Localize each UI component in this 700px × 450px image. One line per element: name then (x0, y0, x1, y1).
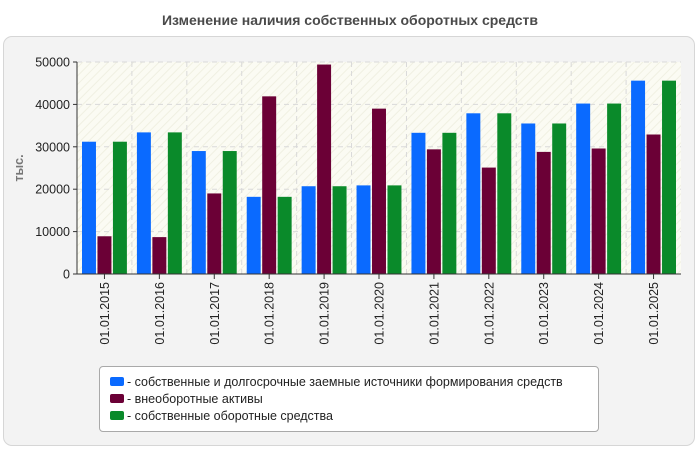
bar (552, 123, 567, 274)
bar (387, 185, 402, 274)
bar (246, 196, 261, 274)
bar (97, 236, 112, 274)
bars (82, 64, 676, 275)
legend-swatch (110, 377, 124, 386)
bar (576, 103, 591, 274)
bar (466, 113, 481, 274)
chart-title: Изменение наличия собственных оборотных … (161, 12, 539, 28)
bar (631, 80, 646, 274)
bar (207, 193, 222, 274)
x-tick-label: 01.01.2023 (537, 282, 551, 345)
y-tick-labels: 0 10000 20000 30000 40000 50000 (35, 56, 70, 282)
bar (662, 80, 676, 274)
bar (607, 103, 622, 274)
bar (426, 149, 441, 274)
bar (262, 96, 277, 275)
y-tick-label: 40000 (35, 98, 70, 112)
bar (411, 132, 426, 274)
y-tick-label: 50000 (35, 56, 70, 70)
x-tick-label: 01.01.2021 (427, 282, 441, 345)
bar (152, 237, 167, 274)
bar (222, 151, 237, 274)
legend-item: - собственные оборотные средства (110, 407, 598, 424)
bar (277, 196, 292, 274)
bar (536, 151, 551, 274)
y-axis-label: тыс. (12, 154, 26, 181)
legend-swatch (110, 394, 124, 403)
x-tick-label: 01.01.2017 (208, 282, 222, 345)
legend-item: - собственные и долгосрочные заемные ист… (110, 373, 598, 390)
bar (82, 141, 96, 274)
x-tick-label: 01.01.2019 (318, 282, 332, 345)
bar (521, 123, 536, 274)
x-tick-label: 01.01.2022 (482, 282, 496, 345)
legend-label: - собственные оборотные средства (127, 408, 333, 423)
bar (167, 132, 182, 274)
x-tick-label: 01.01.2020 (373, 282, 387, 345)
bar (497, 113, 512, 274)
x-tick-label: 01.01.2016 (153, 282, 167, 345)
bar (481, 167, 496, 274)
x-tick-labels: 01.01.2015 01.01.2016 01.01.2017 01.01.2018… (98, 282, 661, 345)
bar (646, 134, 661, 274)
x-tick-label: 01.01.2018 (263, 282, 277, 345)
bar (591, 148, 606, 274)
legend-label: - собственные и долгосрочные заемные ист… (127, 374, 563, 389)
bar (191, 151, 206, 274)
bar (136, 132, 151, 274)
axes (73, 61, 681, 279)
bar (372, 108, 386, 274)
bar (442, 132, 457, 274)
y-tick-label: 10000 (35, 225, 70, 239)
y-tick-label: 30000 (35, 140, 70, 154)
legend-label: - внеоборотные активы (127, 391, 263, 406)
chart-legend: - собственные и долгосрочные заемные ист… (99, 366, 599, 432)
y-tick-label: 20000 (35, 183, 70, 197)
bar (112, 141, 127, 274)
y-tick-label: 0 (63, 268, 70, 282)
bar (317, 64, 332, 274)
bar (332, 186, 347, 274)
legend-item: - внеоборотные активы (110, 390, 598, 407)
bar (301, 186, 316, 274)
x-tick-label: 01.01.2025 (647, 282, 661, 345)
legend-swatch (110, 411, 124, 420)
x-tick-label: 01.01.2024 (592, 282, 606, 345)
bar (356, 185, 371, 274)
x-tick-label: 01.01.2015 (98, 282, 112, 345)
